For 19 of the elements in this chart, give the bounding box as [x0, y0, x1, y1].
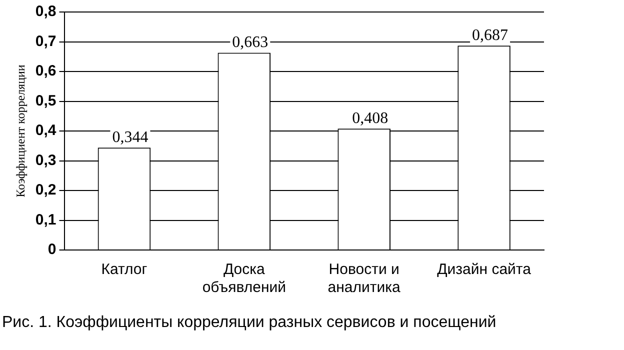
- y-tick-label: 0,4: [35, 122, 57, 140]
- y-tick-label: 0,5: [35, 92, 56, 110]
- data-label: 0,344: [112, 128, 148, 146]
- y-tick-label: 0,8: [35, 3, 56, 20]
- data-label: 0,663: [232, 34, 268, 51]
- data-label: 0,687: [472, 26, 508, 44]
- x-tick-label: Катлог: [101, 261, 148, 278]
- y-tick-label: 0,6: [35, 62, 56, 80]
- y-tick-label: 0,7: [35, 32, 56, 50]
- y-tick-label: 0,1: [35, 211, 56, 228]
- y-tick-label: 0,3: [35, 152, 56, 169]
- y-tick-label: 0: [48, 241, 56, 258]
- data-label: 0,408: [352, 110, 388, 127]
- x-tick-label: Доска объявлений: [202, 261, 286, 296]
- x-tick-label: Дизайн сайта: [437, 261, 532, 278]
- y-axis-title: Коэффициент корреляции: [13, 64, 28, 198]
- x-tick-label: Новости и аналитика: [328, 261, 402, 296]
- y-tick-label: 0,2: [35, 182, 56, 199]
- text: Рис. 1. Коэффициенты корреляции разных сервисов и посещений: [2, 314, 496, 332]
